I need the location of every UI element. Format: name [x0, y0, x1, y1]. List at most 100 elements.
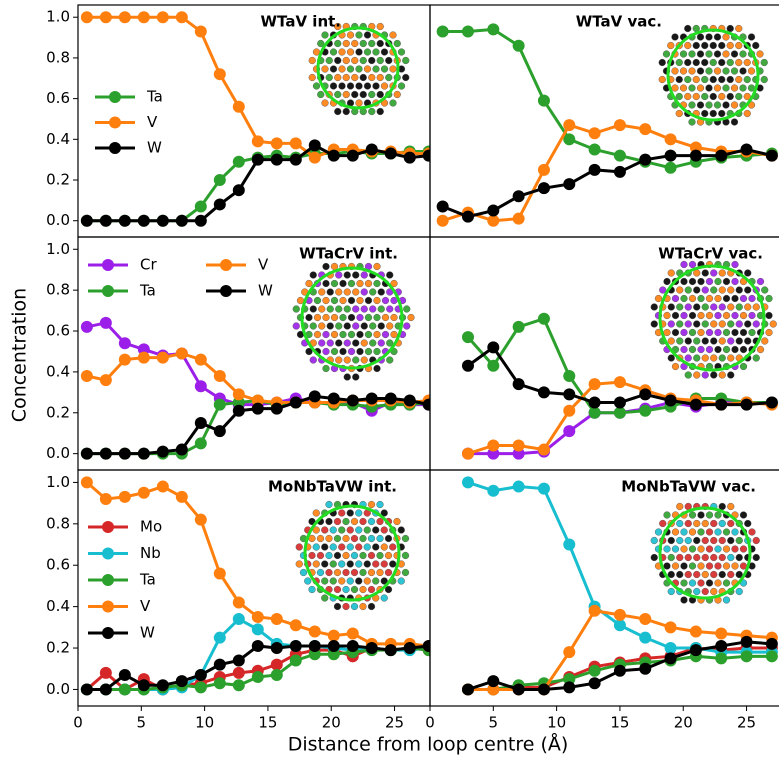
atom [659, 286, 667, 294]
atom [322, 296, 330, 305]
data-point [537, 443, 550, 456]
atom [335, 356, 343, 364]
atom [701, 92, 709, 101]
atom [351, 39, 359, 48]
y-tick-label: 1.0 [46, 8, 70, 26]
atom [765, 294, 773, 303]
atom [397, 82, 406, 90]
atom [718, 92, 726, 101]
atom [342, 56, 350, 65]
atom [308, 585, 316, 594]
atom [355, 526, 363, 534]
atom [381, 313, 390, 322]
atom [308, 551, 316, 560]
atom [346, 509, 354, 517]
atom [397, 48, 406, 56]
atom [739, 294, 748, 303]
atom [676, 502, 684, 511]
data-point [346, 627, 359, 640]
atom [709, 58, 717, 67]
atom [364, 313, 373, 322]
atom [316, 551, 325, 560]
inset-atoms [308, 22, 410, 116]
atom [748, 528, 756, 536]
atom [701, 286, 709, 294]
data-point [270, 613, 283, 626]
data-point [563, 388, 576, 401]
atom [748, 328, 756, 337]
atom [701, 41, 709, 50]
data-point [118, 11, 131, 24]
atom [676, 320, 684, 328]
atom [347, 279, 356, 288]
atom [705, 101, 713, 109]
atom [326, 305, 334, 313]
data-point [664, 394, 677, 407]
atom [705, 33, 713, 41]
atom [372, 577, 380, 585]
atom [343, 373, 351, 381]
atom [713, 101, 722, 109]
data-point [213, 174, 226, 187]
atom [338, 543, 346, 551]
atom [363, 31, 372, 39]
atom [367, 551, 376, 560]
legend-marker [220, 259, 232, 271]
legend-marker [109, 91, 121, 103]
atom [312, 82, 321, 90]
legend-label: Ta [139, 282, 156, 300]
atom [356, 347, 364, 356]
data-point [436, 214, 449, 227]
atom [322, 364, 330, 373]
atom [389, 560, 397, 568]
atom [710, 553, 718, 562]
data-point [346, 639, 359, 652]
atom [359, 56, 367, 65]
atom [318, 305, 326, 313]
inset-ring [666, 28, 760, 122]
atom [360, 356, 368, 364]
atom [684, 553, 692, 562]
data-point [512, 39, 525, 52]
data-point [327, 392, 340, 405]
atom [697, 528, 705, 536]
atom [326, 339, 334, 347]
atom [369, 288, 377, 296]
data-point [99, 374, 112, 387]
atom [663, 562, 671, 570]
atom [376, 39, 384, 48]
atom [752, 553, 760, 562]
data-point [156, 445, 169, 458]
data-point [213, 631, 226, 644]
atom [339, 347, 347, 356]
atom [713, 33, 722, 41]
atom [727, 519, 735, 528]
atom [376, 90, 384, 99]
atom [359, 517, 367, 526]
atom [714, 579, 722, 587]
atom [318, 339, 326, 347]
x-tick-label: 5 [489, 714, 499, 732]
atom [705, 50, 713, 58]
atom [325, 56, 333, 65]
data-point [613, 119, 626, 132]
atom [369, 305, 377, 313]
atom [359, 585, 367, 594]
atom [739, 328, 748, 337]
data-point [613, 608, 626, 621]
data-point [156, 679, 169, 692]
data-point [118, 447, 131, 460]
atom [684, 24, 692, 33]
atom [735, 320, 743, 328]
data-point [588, 378, 601, 391]
atom [330, 296, 339, 305]
atom [680, 311, 688, 320]
atom [351, 73, 359, 82]
atom [761, 286, 769, 294]
data-point [715, 639, 728, 652]
data-point [327, 639, 340, 652]
data-point [384, 147, 397, 160]
data-point [689, 644, 702, 657]
atom [369, 339, 377, 347]
atom [663, 277, 671, 286]
